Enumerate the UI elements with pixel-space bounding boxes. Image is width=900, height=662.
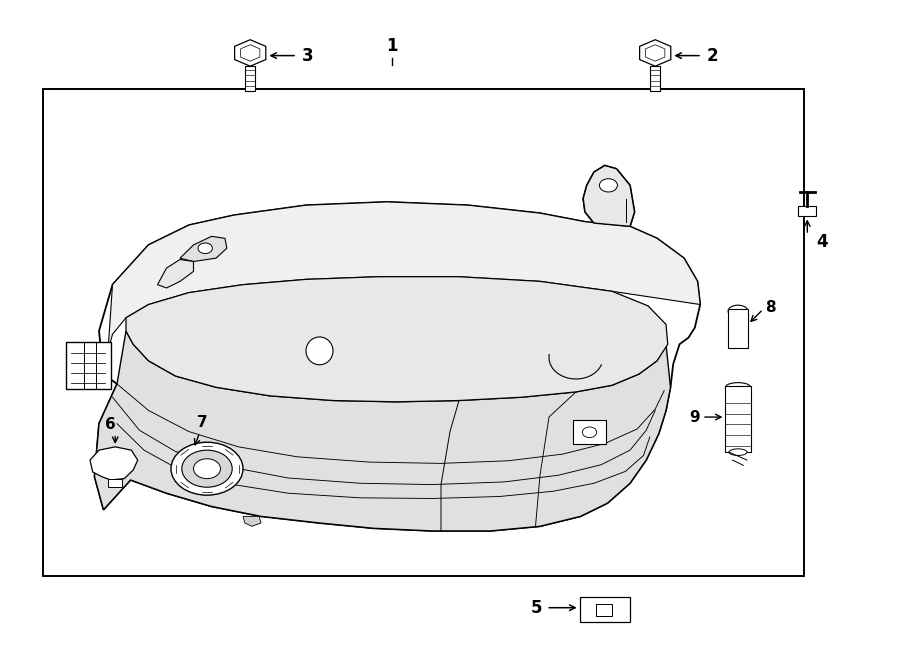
Polygon shape (243, 516, 261, 526)
Text: 9: 9 (689, 410, 700, 424)
Bar (108, 479, 122, 487)
Text: 3: 3 (302, 46, 313, 65)
Circle shape (198, 243, 212, 254)
Text: 8: 8 (765, 301, 776, 315)
Polygon shape (583, 166, 634, 226)
Polygon shape (158, 260, 194, 288)
Polygon shape (126, 277, 668, 402)
Ellipse shape (725, 383, 751, 392)
Ellipse shape (728, 305, 748, 317)
Circle shape (194, 459, 220, 479)
Bar (650, 66, 660, 91)
Polygon shape (640, 40, 670, 66)
Text: 1: 1 (386, 37, 397, 55)
Bar (798, 206, 816, 216)
Bar (725, 386, 751, 452)
Polygon shape (235, 40, 266, 66)
Polygon shape (94, 331, 670, 531)
Polygon shape (180, 236, 227, 261)
Text: 7: 7 (197, 415, 208, 430)
Circle shape (582, 427, 597, 438)
Text: 2: 2 (706, 46, 718, 65)
Polygon shape (94, 166, 700, 531)
Bar (66, 342, 111, 389)
Circle shape (599, 179, 617, 192)
Bar (245, 66, 256, 91)
Polygon shape (645, 45, 665, 61)
Text: 5: 5 (530, 598, 542, 617)
Text: 6: 6 (105, 417, 116, 432)
Ellipse shape (729, 449, 747, 455)
Polygon shape (108, 202, 700, 351)
Circle shape (171, 442, 243, 495)
Bar (580, 597, 630, 622)
Circle shape (182, 450, 232, 487)
Bar (43, 89, 804, 576)
Bar (573, 420, 606, 444)
Ellipse shape (306, 337, 333, 365)
Text: 4: 4 (816, 232, 828, 251)
Polygon shape (90, 447, 138, 480)
Bar (728, 309, 748, 348)
Polygon shape (240, 45, 260, 61)
Bar (596, 604, 612, 616)
